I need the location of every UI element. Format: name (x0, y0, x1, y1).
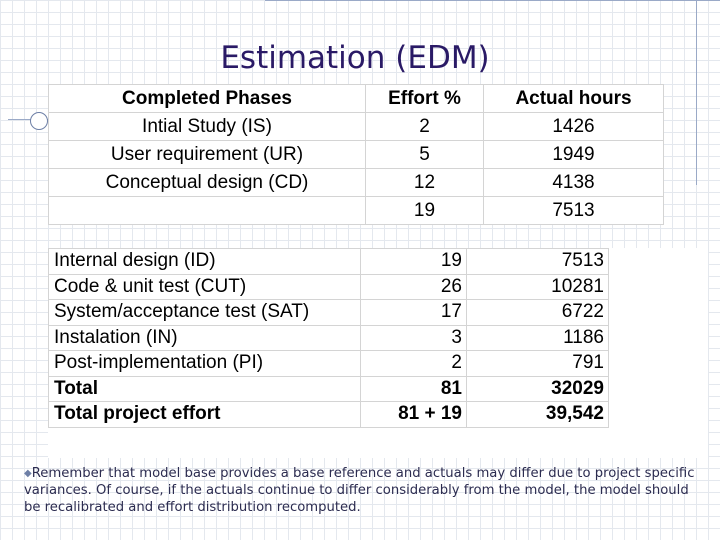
hours-cell: 6722 (466, 299, 609, 326)
project-total-effort-cell: 81 + 19 (360, 401, 467, 428)
effort-cell: 26 (360, 273, 467, 300)
circle-decor-icon (30, 112, 48, 130)
table-row: System/acceptance test (SAT) 17 6722 (48, 299, 609, 326)
phase-cell: Post-implementation (PI) (48, 350, 361, 377)
remaining-phases-table: Internal design (ID) 19 7513 Code & unit… (48, 248, 609, 428)
table-row: Conceptual design (CD) 12 4138 (48, 168, 664, 197)
hours-cell: 10281 (466, 273, 609, 300)
effort-cell: 3 (360, 324, 467, 351)
hours-cell: 1426 (483, 112, 664, 141)
total-label-cell: Total (48, 375, 361, 402)
phase-cell: Intial Study (IS) (48, 112, 366, 141)
footnote-text: Remember that model base provides a base… (24, 466, 695, 515)
hours-cell: 7513 (483, 196, 664, 225)
phase-cell: Conceptual design (CD) (48, 168, 366, 197)
effort-cell: 12 (365, 168, 484, 197)
table-header-row: Completed Phases Effort % Actual hours (48, 84, 664, 113)
project-total-label-cell: Total project effort (48, 401, 361, 428)
effort-cell: 19 (360, 248, 467, 275)
project-total-hours-cell: 39,542 (466, 401, 609, 428)
hours-cell: 791 (466, 350, 609, 377)
header-cell: Completed Phases (48, 84, 366, 113)
table-row: Internal design (ID) 19 7513 (48, 248, 609, 275)
completed-phases-table: Completed Phases Effort % Actual hours I… (48, 84, 664, 225)
total-effort-cell: 81 (360, 375, 467, 402)
effort-cell: 19 (365, 196, 484, 225)
effort-cell: 2 (360, 350, 467, 377)
top-decor-line (265, 0, 720, 1)
right-decor-line (696, 0, 697, 185)
hours-cell: 1186 (466, 324, 609, 351)
header-cell: Actual hours (483, 84, 664, 113)
total-row: Total 81 32029 (48, 375, 609, 402)
effort-cell: 17 (360, 299, 467, 326)
table-row: Intial Study (IS) 2 1426 (48, 112, 664, 141)
phase-cell (48, 196, 366, 225)
footnote: ◆Remember that model base provides a bas… (24, 465, 704, 516)
project-total-row: Total project effort 81 + 19 39,542 (48, 401, 609, 428)
header-cell: Effort % (365, 84, 484, 113)
table-row: 19 7513 (48, 196, 664, 225)
table-row: User requirement (UR) 5 1949 (48, 140, 664, 169)
hours-cell: 1949 (483, 140, 664, 169)
phase-cell: System/acceptance test (SAT) (48, 299, 361, 326)
effort-cell: 2 (365, 112, 484, 141)
slide-title: Estimation (EDM) (220, 40, 490, 76)
hours-cell: 4138 (483, 168, 664, 197)
table-row: Post-implementation (PI) 2 791 (48, 350, 609, 377)
phase-cell: Instalation (IN) (48, 324, 361, 351)
table-row: Code & unit test (CUT) 26 10281 (48, 273, 609, 300)
phase-cell: User requirement (UR) (48, 140, 366, 169)
phase-cell: Code & unit test (CUT) (48, 273, 361, 300)
effort-cell: 5 (365, 140, 484, 169)
total-hours-cell: 32029 (466, 375, 609, 402)
table-row: Instalation (IN) 3 1186 (48, 324, 609, 351)
hours-cell: 7513 (466, 248, 609, 275)
phase-cell: Internal design (ID) (48, 248, 361, 275)
bullet-icon: ◆ (24, 468, 32, 479)
